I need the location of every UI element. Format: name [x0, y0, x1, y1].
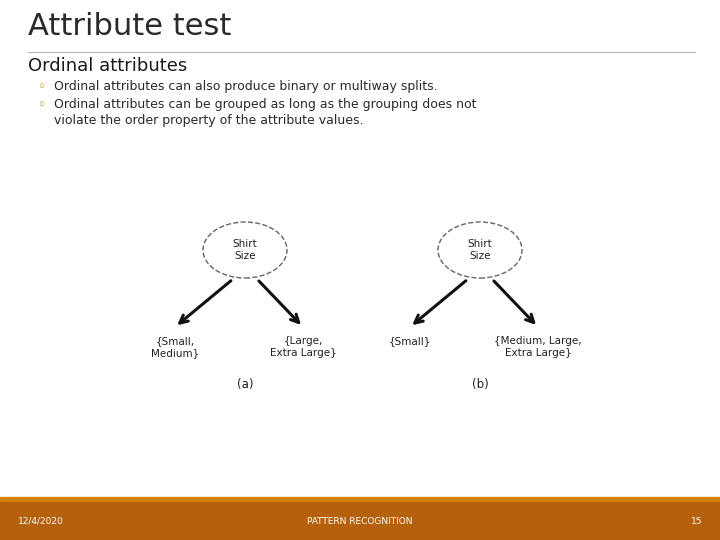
Text: {Small}: {Small}: [389, 336, 431, 346]
Text: Ordinal attributes can also produce binary or multiway splits.: Ordinal attributes can also produce bina…: [54, 80, 438, 93]
Text: Ordinal attributes can be grouped as long as the grouping does not: Ordinal attributes can be grouped as lon…: [54, 98, 477, 111]
Text: Shirt
Size: Shirt Size: [233, 239, 257, 261]
Text: Shirt
Size: Shirt Size: [467, 239, 492, 261]
Text: {Medium, Large,
Extra Large}: {Medium, Large, Extra Large}: [494, 336, 582, 357]
Text: (b): (b): [472, 378, 488, 391]
Text: {Small,
Medium}: {Small, Medium}: [151, 336, 199, 357]
Text: 15: 15: [690, 516, 702, 525]
Ellipse shape: [438, 222, 522, 278]
Text: ◦: ◦: [38, 98, 46, 112]
Text: (a): (a): [237, 378, 253, 391]
Text: 12/4/2020: 12/4/2020: [18, 516, 64, 525]
Text: Ordinal attributes: Ordinal attributes: [28, 57, 187, 75]
Text: {Large,
Extra Large}: {Large, Extra Large}: [269, 336, 336, 357]
Text: ◦: ◦: [38, 80, 46, 94]
Bar: [0, 497, 720, 502]
Text: violate the order property of the attribute values.: violate the order property of the attrib…: [54, 114, 364, 127]
Bar: [0, 502, 720, 540]
Text: Attribute test: Attribute test: [28, 12, 231, 41]
Ellipse shape: [203, 222, 287, 278]
Text: PATTERN RECOGNITION: PATTERN RECOGNITION: [307, 516, 413, 525]
